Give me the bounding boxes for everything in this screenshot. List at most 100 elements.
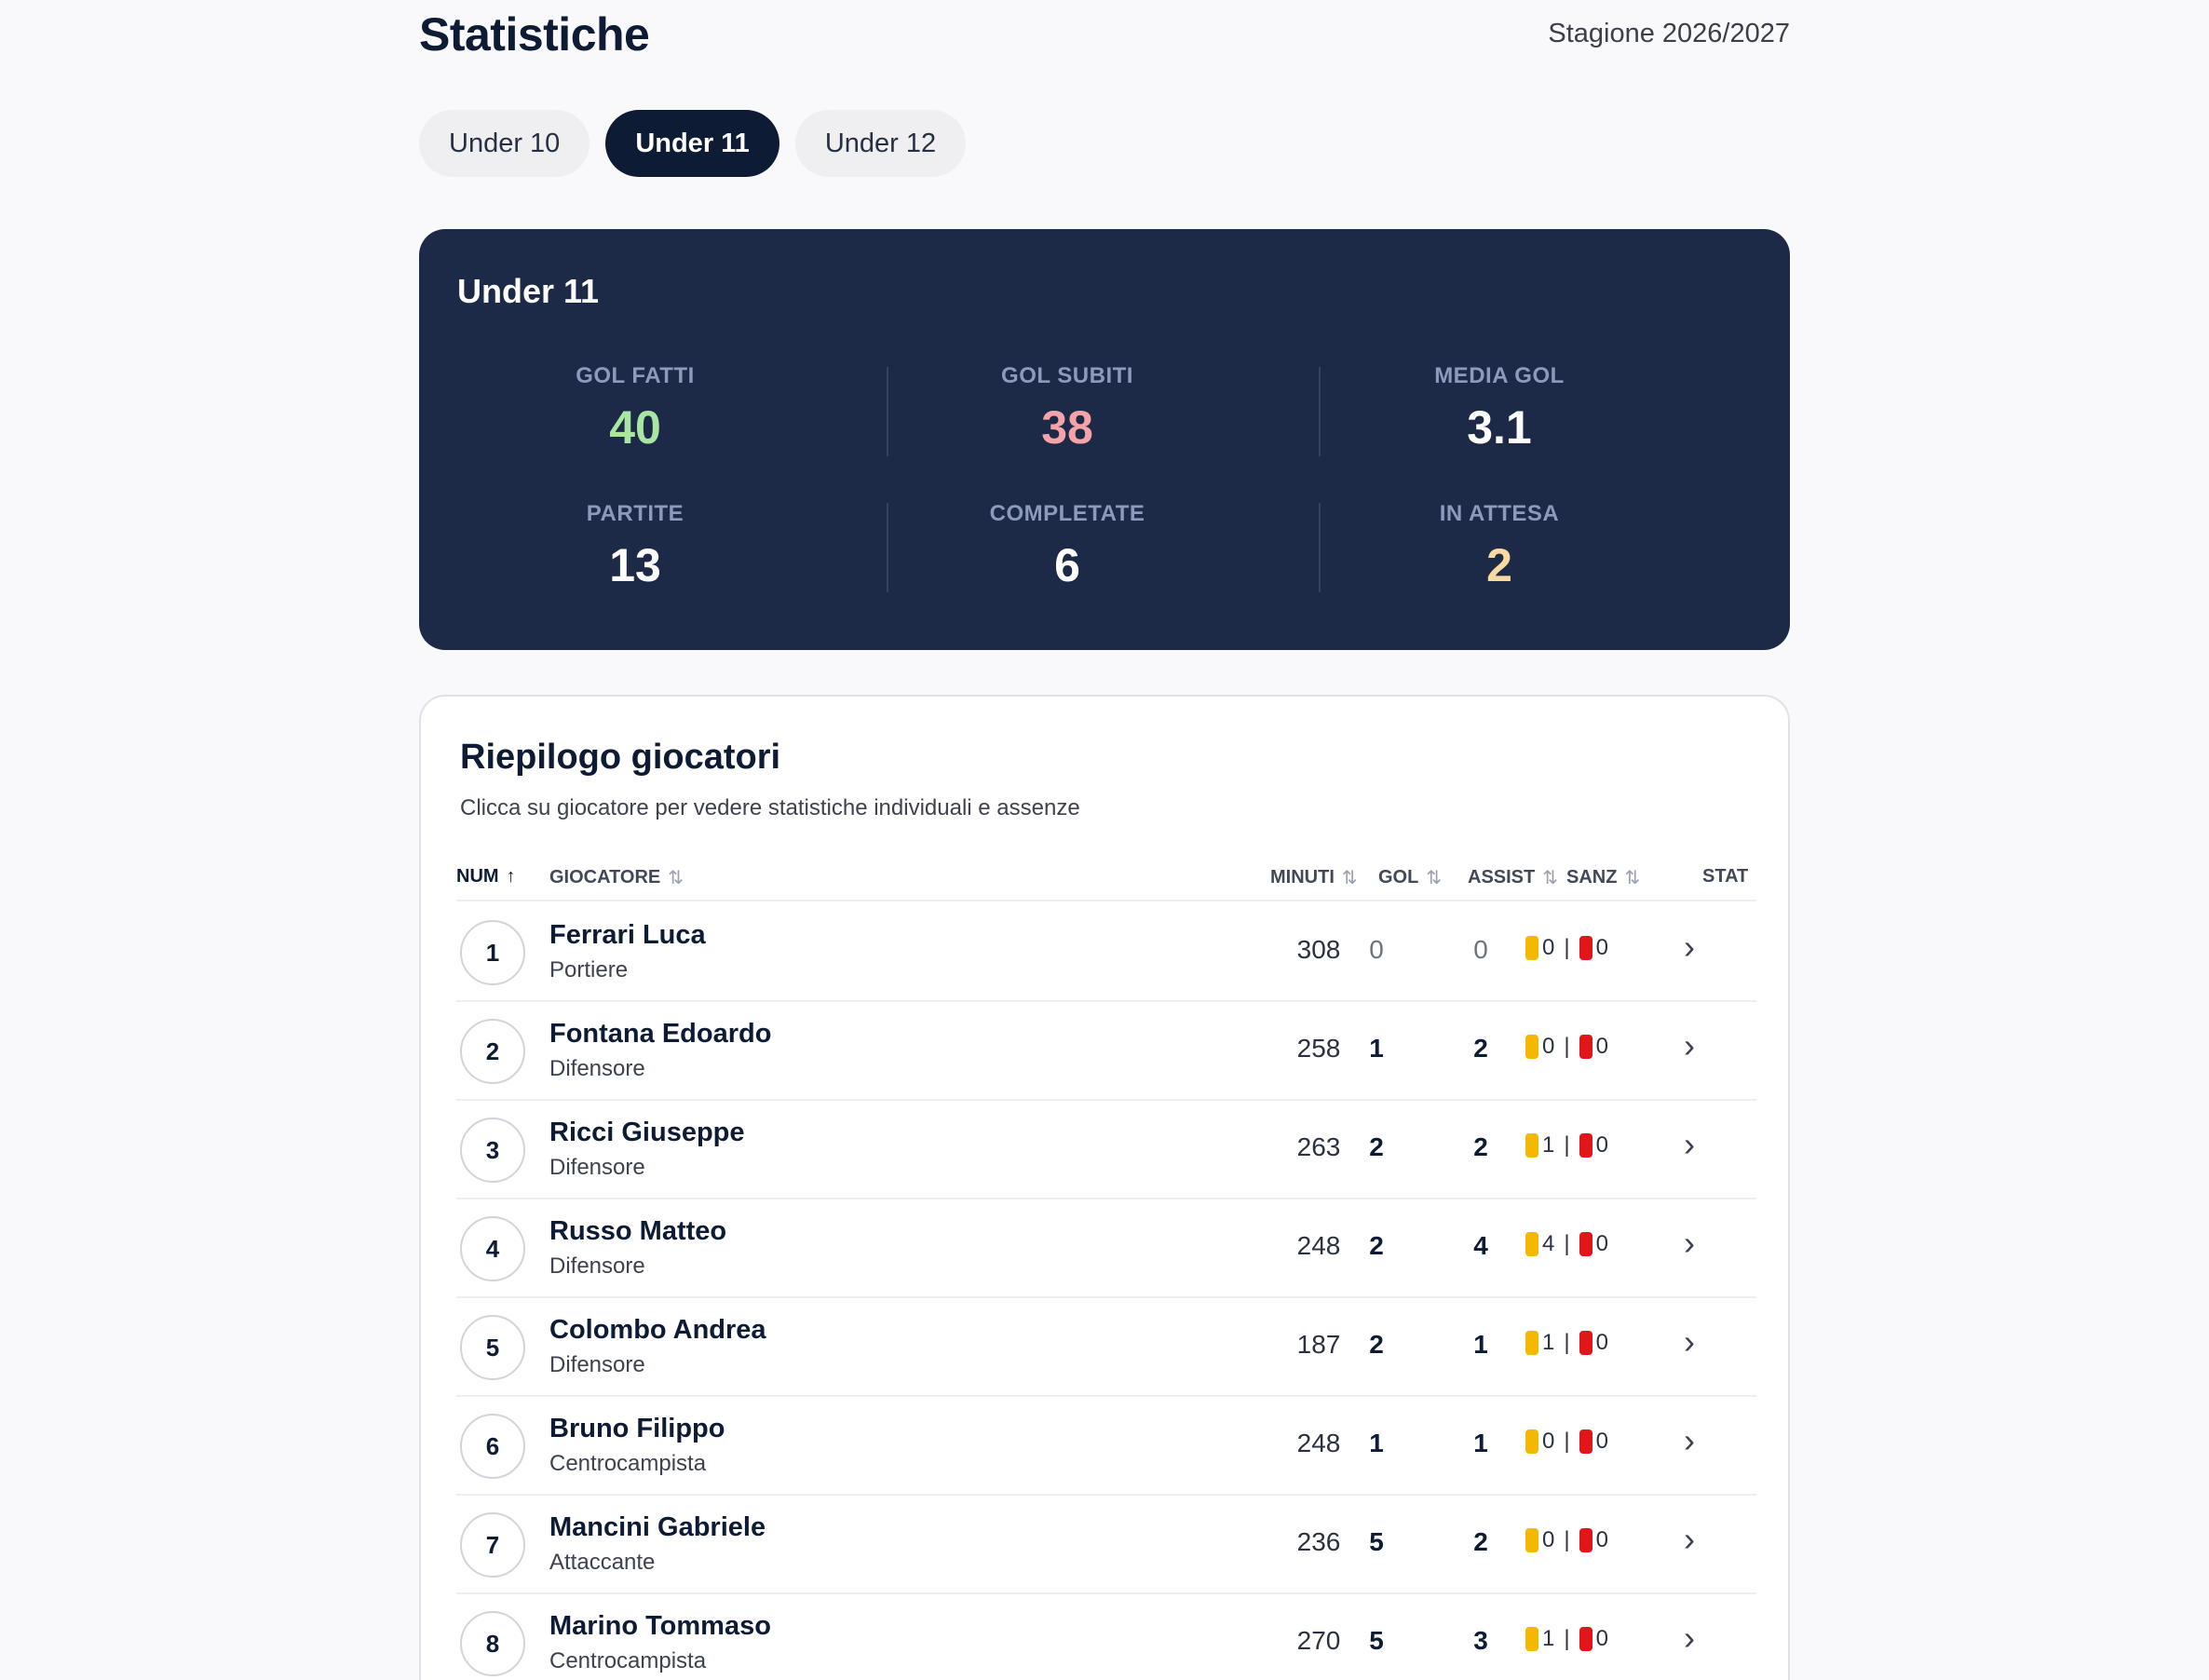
player-role: Difensore [549,1155,645,1180]
yellow-card-count: 4 [1542,1231,1555,1256]
goals-cell: 2 [1369,1330,1384,1359]
column-label: STAT [1702,866,1749,887]
column-header-player[interactable]: GIOCATORE ⇅ [549,866,684,889]
divider [887,503,888,592]
chevron-right-icon[interactable]: › [1684,1322,1695,1361]
player-number-badge: 3 [460,1118,525,1183]
separator: | [1564,1231,1570,1256]
column-header-goals[interactable]: GOL ⇅ [1378,866,1442,889]
player-name: Marino Tommaso [549,1611,771,1641]
tab-under-10[interactable]: Under 10 [419,110,590,177]
chevron-right-icon[interactable]: › [1684,1421,1695,1459]
separator: | [1564,1132,1570,1158]
chevron-right-icon[interactable]: › [1684,928,1695,966]
player-role: Difensore [549,1253,645,1279]
goals-cell: 1 [1369,1429,1384,1457]
yellow-card-count: 0 [1542,1034,1555,1059]
stat-label: GOL FATTI [576,363,695,388]
card-subtitle: Clicca su giocatore per vedere statistic… [460,795,1080,820]
sort-icon: ⇅ [1426,868,1443,888]
table-row[interactable]: 6 Bruno Filippo Centrocampista 248 1 1 0 | 0 › [456,1397,1756,1496]
stat-pending: IN ATTESA 2 [1283,501,1715,592]
player-role: Centrocampista [549,1451,707,1476]
column-header-minutes[interactable]: MINUTI ⇅ [1270,866,1358,889]
yellow-card-icon [1525,1035,1538,1059]
red-card-count: 0 [1595,1034,1608,1059]
column-header-sanctions[interactable]: SANZ ⇅ [1566,866,1640,889]
stat-label: PARTITE [586,501,684,526]
player-number-badge: 4 [460,1216,525,1281]
yellow-card-count: 1 [1542,1330,1555,1355]
red-card-icon [1579,1331,1592,1355]
table-row[interactable]: 2 Fontana Edoardo Difensore 258 1 2 0 | 0 › [456,1002,1756,1101]
card-title: Riepilogo giocatori [460,738,781,777]
season-label: Stagione 2026/2027 [1548,19,1790,48]
chevron-right-icon[interactable]: › [1684,1125,1695,1163]
stat-goals-conceded: GOL SUBITI 38 [851,363,1283,454]
minutes-cell: 187 [1296,1330,1341,1359]
tab-under-12[interactable]: Under 12 [794,110,967,177]
yellow-card-icon [1525,1528,1538,1552]
column-header-num[interactable]: NUM ↑ [456,866,516,887]
players-summary-card: Riepilogo giocatori Clicca su giocatore … [419,695,1790,1680]
chevron-right-icon[interactable]: › [1684,1026,1695,1064]
player-number-badge: 6 [460,1414,525,1479]
red-card-count: 0 [1595,1527,1608,1552]
player-name: Ferrari Luca [549,920,706,950]
yellow-card-count: 0 [1542,1527,1555,1552]
table-header: NUM ↑ GIOCATORE ⇅ MINUTI ⇅ GOL ⇅ ASSIST … [456,855,1756,901]
separator: | [1564,1330,1570,1355]
yellow-card-icon [1525,1232,1538,1256]
stat-value: 40 [609,401,661,454]
column-header-stats: STAT [1702,866,1748,887]
player-name: Bruno Filippo [549,1414,725,1443]
stat-value: 2 [1486,539,1512,591]
table-row[interactable]: 5 Colombo Andrea Difensore 187 2 1 1 | 0 › [456,1298,1756,1397]
table-row[interactable]: 3 Ricci Giuseppe Difensore 263 2 2 1 | 0 › [456,1101,1756,1199]
minutes-cell: 236 [1296,1527,1341,1556]
player-number-badge: 1 [460,920,525,985]
assists-cell: 3 [1473,1626,1488,1655]
column-header-assists[interactable]: ASSIST ⇅ [1468,866,1558,889]
table-row[interactable]: 4 Russo Matteo Difensore 248 2 4 4 | 0 › [456,1199,1756,1298]
separator: | [1564,1626,1570,1651]
table-row[interactable]: 8 Marino Tommaso Centrocampista 270 5 3 1 | 0 › [456,1594,1756,1680]
yellow-card-count: 0 [1542,935,1555,960]
chevron-right-icon[interactable]: › [1684,1619,1695,1657]
tab-under-11[interactable]: Under 11 [605,110,779,177]
red-card-icon [1579,1627,1592,1651]
stat-completed: COMPLETATE 6 [851,501,1283,592]
table-row[interactable]: 7 Mancini Gabriele Attaccante 236 5 2 0 | 0 › [456,1496,1756,1594]
table-row[interactable]: 1 Ferrari Luca Portiere 308 0 0 0 | 0 › [456,903,1756,1002]
column-label: NUM [456,866,499,887]
separator: | [1564,1429,1570,1454]
sanctions-cell: 1 | 0 [1525,1330,1608,1356]
column-label: MINUTI [1270,867,1335,887]
sanctions-cell: 0 | 0 [1525,1527,1608,1553]
yellow-card-count: 1 [1542,1132,1555,1158]
goals-cell: 1 [1369,1034,1384,1063]
yellow-card-icon [1525,1429,1538,1454]
chevron-right-icon[interactable]: › [1684,1520,1695,1558]
stat-label: IN ATTESA [1439,501,1560,526]
minutes-cell: 308 [1296,935,1341,964]
red-card-icon [1579,1035,1592,1059]
assists-cell: 1 [1473,1330,1488,1359]
divider [1319,503,1321,592]
yellow-card-icon [1525,1133,1538,1158]
minutes-cell: 270 [1296,1626,1341,1655]
sort-icon: ⇅ [1624,868,1641,888]
column-label: GIOCATORE [549,867,661,887]
goals-cell: 5 [1369,1527,1384,1556]
assists-cell: 2 [1473,1132,1488,1161]
sanctions-cell: 0 | 0 [1525,1034,1608,1060]
summary-title: Under 11 [457,272,600,310]
chevron-right-icon[interactable]: › [1684,1224,1695,1262]
red-card-icon [1579,1528,1592,1552]
player-role: Portiere [549,957,629,982]
stat-goals-scored: GOL FATTI 40 [419,363,851,454]
red-card-count: 0 [1595,1231,1608,1256]
assists-cell: 2 [1473,1527,1488,1556]
minutes-cell: 258 [1296,1034,1341,1063]
